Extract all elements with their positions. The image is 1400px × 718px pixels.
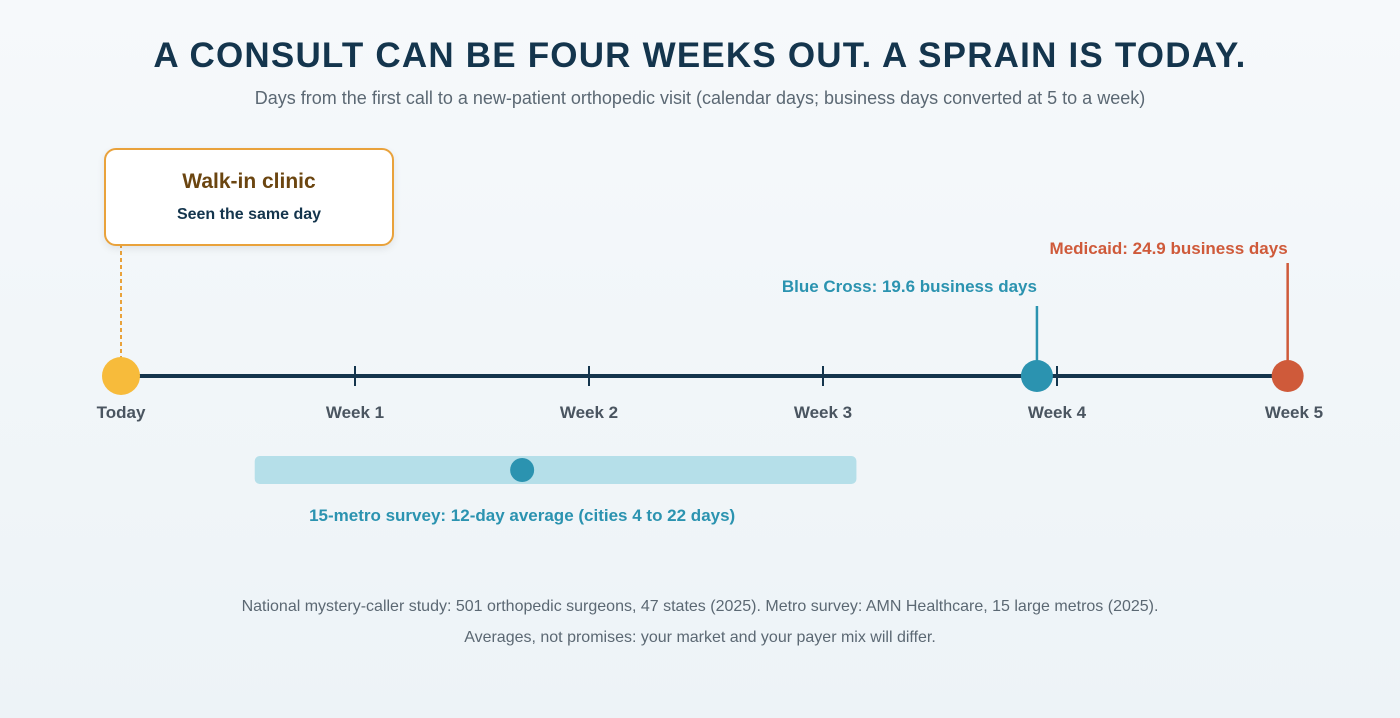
axis-tick-label: Week 3 (794, 403, 852, 422)
marker-dot (102, 357, 140, 395)
marker-label: Medicaid: 24.9 business days (1050, 239, 1288, 258)
walk-in-callout-subtitle: Seen the same day (176, 206, 322, 223)
timeline-markers: Blue Cross: 19.6 business days Medicaid: … (102, 239, 1304, 395)
axis-tick-label: Week 2 (560, 403, 618, 422)
walk-in-callout-title: Walk-in clinic (182, 170, 316, 193)
axis-ticks (354, 366, 1058, 386)
axis-tick-label: Week 4 (1028, 403, 1087, 422)
axis-tick-labels: Today Week 1 Week 2 Week 3 Week 4 Week 5 (97, 403, 1324, 422)
metro-range-bar (254, 456, 857, 484)
axis-tick-label: Week 1 (326, 403, 384, 422)
disclaimer-note: Averages, not promises: your market and … (464, 629, 936, 646)
page-title: A CONSULT CAN BE FOUR WEEKS OUT. A SPRAI… (153, 36, 1247, 75)
metro-range-label: 15-metro survey: 12-day average (cities … (309, 506, 735, 525)
marker-dot (1020, 360, 1053, 392)
axis-tick-label: Week 5 (1265, 403, 1323, 422)
metro-average-dot (510, 458, 535, 482)
marker-dot (1271, 360, 1304, 392)
marker-label: Blue Cross: 19.6 business days (782, 277, 1037, 296)
axis-tick-label: Today (97, 403, 146, 422)
page-subtitle: Days from the first call to a new-patien… (254, 88, 1146, 108)
source-note: National mystery-caller study: 501 ortho… (241, 598, 1159, 615)
walk-in-callout: Walk-in clinic Seen the same day (104, 148, 394, 246)
